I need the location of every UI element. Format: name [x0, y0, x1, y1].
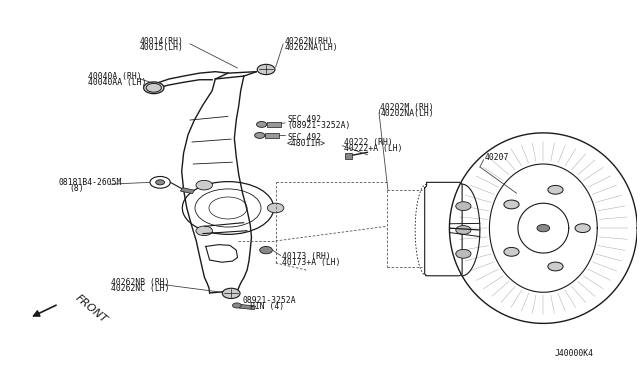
Circle shape: [504, 247, 519, 256]
Text: J40000K4: J40000K4: [555, 349, 594, 358]
Circle shape: [156, 180, 164, 185]
Bar: [267, 122, 281, 126]
Text: 40173 (RH): 40173 (RH): [282, 252, 331, 261]
Text: PIN (4): PIN (4): [250, 302, 284, 311]
Circle shape: [196, 180, 212, 190]
Circle shape: [268, 203, 284, 213]
Circle shape: [456, 249, 471, 258]
Text: SEC.492: SEC.492: [287, 115, 321, 124]
Text: 40202M (RH): 40202M (RH): [380, 103, 434, 112]
Circle shape: [143, 82, 164, 94]
Circle shape: [257, 122, 267, 127]
Text: 40207: 40207: [485, 153, 509, 162]
Circle shape: [260, 247, 273, 254]
Text: 40262NC (LH): 40262NC (LH): [111, 284, 169, 293]
Text: 40015(LH): 40015(LH): [139, 43, 183, 52]
Text: 40040A (RH): 40040A (RH): [88, 71, 142, 81]
Circle shape: [257, 64, 275, 75]
Circle shape: [456, 225, 471, 234]
Text: 40222 (RH): 40222 (RH): [344, 138, 393, 147]
Text: SEC.492: SEC.492: [287, 133, 321, 142]
Text: 40262NA(LH): 40262NA(LH): [285, 43, 339, 52]
Text: (08921-3252A): (08921-3252A): [287, 121, 350, 130]
Circle shape: [548, 262, 563, 271]
Text: 40040AA (LH): 40040AA (LH): [88, 78, 147, 87]
Text: 08181B4-2605M: 08181B4-2605M: [59, 178, 122, 187]
Text: 40173+A (LH): 40173+A (LH): [282, 258, 340, 267]
Circle shape: [232, 303, 241, 308]
Bar: [346, 153, 352, 159]
Circle shape: [146, 83, 161, 92]
Text: FRONT: FRONT: [74, 293, 109, 325]
Circle shape: [255, 132, 265, 138]
Circle shape: [548, 185, 563, 194]
Text: <48011H>: <48011H>: [287, 140, 326, 148]
Circle shape: [196, 226, 212, 235]
Bar: [180, 188, 195, 194]
Bar: [239, 304, 255, 310]
Circle shape: [456, 202, 471, 211]
Text: 08921-3252A: 08921-3252A: [243, 296, 296, 305]
Circle shape: [537, 224, 550, 232]
Text: 40014(RH): 40014(RH): [139, 37, 183, 46]
Text: 40262N(RH): 40262N(RH): [285, 37, 334, 46]
Text: 40202NA(LH): 40202NA(LH): [380, 109, 434, 118]
Circle shape: [575, 224, 590, 232]
Text: 40262NB (RH): 40262NB (RH): [111, 278, 169, 286]
Text: (8): (8): [69, 184, 84, 193]
Circle shape: [504, 200, 519, 209]
Text: 40222+A (LH): 40222+A (LH): [344, 144, 403, 154]
Circle shape: [222, 288, 240, 298]
Bar: [265, 133, 279, 138]
